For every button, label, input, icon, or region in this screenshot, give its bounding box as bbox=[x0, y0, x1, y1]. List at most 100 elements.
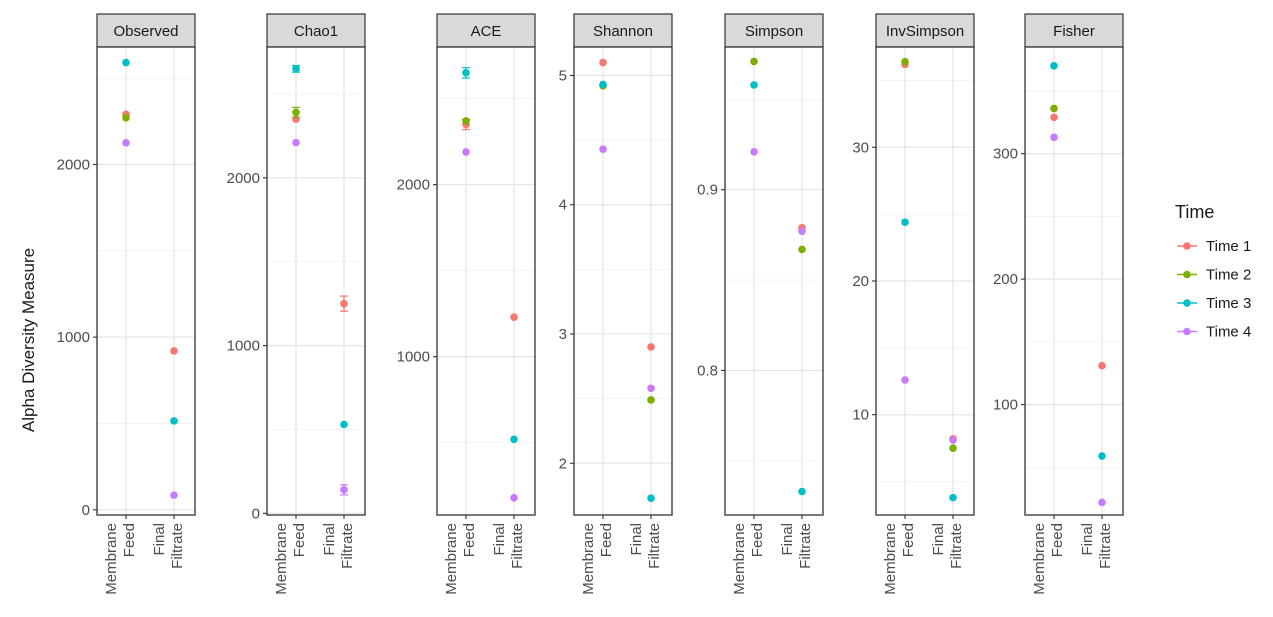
y-tick-label: 1000 bbox=[227, 338, 260, 355]
x-tick-label-line: Final bbox=[628, 523, 645, 556]
x-tick-label-line: Final bbox=[930, 523, 947, 556]
facet-fisher: Fisher 100 200 300 MembraneFeed FinalFiltrate bbox=[993, 13, 1124, 595]
data-point-time-4-membrane-feed bbox=[462, 148, 470, 156]
data-point-time-1-membrane-feed bbox=[599, 58, 607, 67]
x-tick-label: FinalFiltrate bbox=[1079, 523, 1114, 569]
legend-entry-time-4: Time 4 bbox=[1177, 324, 1251, 341]
legend-key-point bbox=[1183, 270, 1191, 279]
panel-border bbox=[436, 46, 536, 516]
facet-strip bbox=[96, 13, 196, 48]
x-tick-label-line: Filtrate bbox=[646, 523, 663, 569]
x-tick-label: FinalFiltrate bbox=[491, 523, 526, 569]
facet-title: InvSimpson bbox=[886, 23, 964, 40]
y-tick-label: 0.8 bbox=[697, 362, 718, 379]
data-point-time-4-final-filtrate bbox=[510, 493, 518, 502]
x-tick-label: MembraneFeed bbox=[1031, 523, 1066, 595]
plot-area bbox=[267, 47, 365, 515]
facet-strip bbox=[875, 13, 975, 48]
x-tick-label: FinalFiltrate bbox=[628, 523, 663, 569]
x-tick-label-line: Membrane bbox=[882, 523, 899, 595]
plot-area bbox=[574, 47, 672, 515]
y-tick-label: 4 bbox=[559, 197, 567, 214]
y-tick-label: 0.9 bbox=[697, 182, 718, 199]
y-tick-label: 300 bbox=[993, 146, 1018, 163]
data-point-time-2-membrane-feed bbox=[901, 57, 909, 66]
y-tick-label: 20 bbox=[852, 273, 869, 290]
plot-area bbox=[437, 47, 535, 515]
x-tick-label-line: Feed bbox=[900, 523, 917, 557]
x-tick-label-line: Filtrate bbox=[948, 523, 965, 569]
data-point-time-3-final-filtrate bbox=[510, 435, 518, 444]
x-tick-label-line: Feed bbox=[1049, 523, 1066, 557]
y-tick-label: 1000 bbox=[397, 349, 430, 366]
x-tick-label: FinalFiltrate bbox=[930, 523, 965, 569]
data-point-time-2-membrane-feed bbox=[750, 57, 758, 66]
legend-key-point bbox=[1183, 327, 1191, 336]
plot-area bbox=[725, 47, 823, 515]
x-tick-label-line: Membrane bbox=[1031, 523, 1048, 595]
x-tick-label-line: Feed bbox=[749, 523, 766, 557]
y-tick-label: 30 bbox=[852, 139, 869, 156]
legend: Time Time 1 Time 2 Time 3 Time 4 bbox=[1175, 202, 1251, 341]
x-tick-label-line: Filtrate bbox=[509, 523, 526, 569]
data-point-time-3-final-filtrate bbox=[170, 417, 178, 425]
data-point-time-1-membrane-feed bbox=[1050, 113, 1058, 122]
data-point-time-3-final-filtrate bbox=[647, 494, 655, 502]
data-point-time-4-membrane-feed bbox=[750, 148, 758, 156]
facet-chao1: Chao1 0 1000 2000 MembraneFeed FinalFiltrate bbox=[227, 13, 366, 595]
data-point-time-4-membrane-feed bbox=[292, 138, 300, 147]
y-tick-label: 2000 bbox=[227, 170, 260, 187]
y-tick-label: 5 bbox=[559, 67, 567, 84]
legend-label: Time 4 bbox=[1206, 324, 1251, 341]
data-point-time-3-membrane-feed bbox=[122, 58, 130, 67]
data-point-time-1-final-filtrate bbox=[170, 347, 178, 355]
x-tick-label-line: Final bbox=[321, 523, 338, 556]
panel-border bbox=[1024, 46, 1124, 516]
data-point-time-4-membrane-feed bbox=[901, 376, 909, 384]
x-tick-label-line: Feed bbox=[598, 523, 615, 557]
legend-title: Time bbox=[1175, 202, 1214, 222]
data-point-time-4-final-filtrate bbox=[647, 384, 655, 393]
x-tick-label: MembraneFeed bbox=[103, 523, 138, 595]
facet-title: Chao1 bbox=[294, 23, 338, 40]
x-tick-label-line: Membrane bbox=[103, 523, 120, 595]
legend-label: Time 3 bbox=[1206, 295, 1251, 312]
x-tick-label-line: Final bbox=[1079, 523, 1096, 556]
y-tick-label: 0 bbox=[252, 505, 260, 522]
data-point-time-4-final-filtrate bbox=[340, 486, 348, 494]
legend-entries: Time 1 Time 2 Time 3 Time 4 bbox=[1177, 238, 1251, 341]
facet-simpson: Simpson 0.8 0.9 MembraneFeed FinalFiltrate bbox=[697, 13, 824, 595]
data-point-time-3-membrane-feed bbox=[292, 65, 300, 73]
plot-area bbox=[97, 47, 195, 515]
data-point-time-1-final-filtrate bbox=[510, 313, 518, 321]
data-point-time-2-final-filtrate bbox=[647, 396, 655, 404]
facet-shannon: Shannon 2 3 4 5 MembraneFeed FinalFiltrate bbox=[559, 13, 673, 595]
y-tick-label: 2 bbox=[559, 455, 567, 472]
x-tick-label-line: Filtrate bbox=[1097, 523, 1114, 569]
y-tick-label: 10 bbox=[852, 407, 869, 424]
y-tick-label: 1000 bbox=[57, 329, 90, 346]
legend-entry-time-3: Time 3 bbox=[1177, 295, 1251, 312]
data-point-time-3-membrane-feed bbox=[599, 80, 607, 89]
facet-ace: ACE 1000 2000 MembraneFeed FinalFiltrate bbox=[397, 13, 536, 595]
data-point-time-1-final-filtrate bbox=[647, 343, 655, 351]
y-tick-label: 100 bbox=[993, 397, 1018, 414]
panel-border bbox=[724, 46, 824, 516]
data-point-time-4-final-filtrate bbox=[798, 227, 806, 236]
panel-border bbox=[266, 46, 366, 516]
data-point-time-3-membrane-feed bbox=[1050, 62, 1058, 70]
legend-entry-time-1: Time 1 bbox=[1177, 238, 1251, 255]
data-point-time-4-membrane-feed bbox=[599, 145, 607, 153]
facet-strip bbox=[436, 13, 536, 48]
x-tick-label: MembraneFeed bbox=[882, 523, 917, 595]
data-point-time-3-membrane-feed bbox=[901, 218, 909, 226]
x-tick-label-line: Membrane bbox=[580, 523, 597, 595]
panel-border bbox=[573, 46, 673, 516]
x-tick-label-line: Membrane bbox=[273, 523, 290, 595]
x-tick-label-line: Feed bbox=[291, 523, 308, 557]
facet-strip bbox=[573, 13, 673, 48]
x-tick-label: FinalFiltrate bbox=[151, 523, 186, 569]
y-tick-label: 3 bbox=[559, 326, 567, 343]
x-tick-label-line: Final bbox=[491, 523, 508, 556]
